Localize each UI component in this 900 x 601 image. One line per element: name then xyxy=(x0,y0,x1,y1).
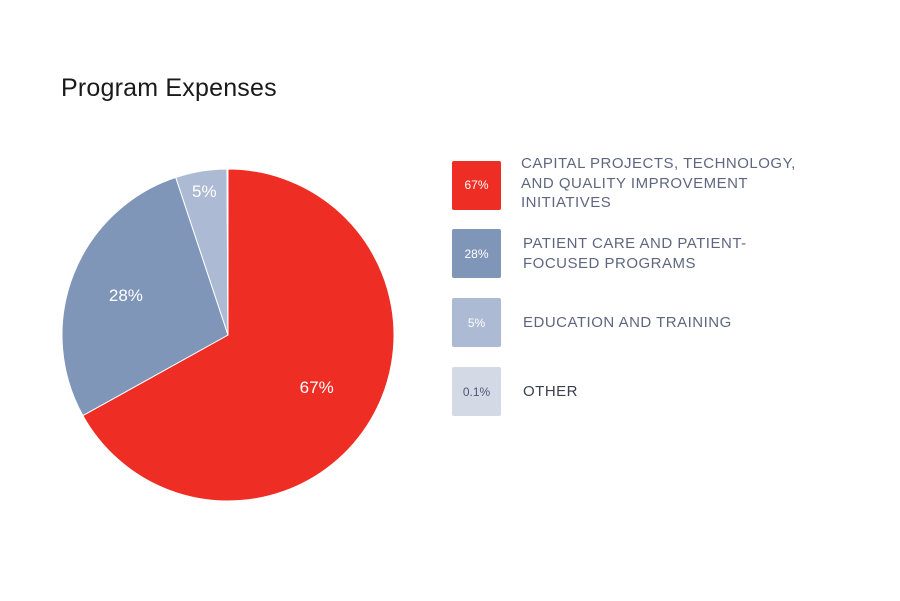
slice-label-capital-projects: 67% xyxy=(300,378,334,397)
slice-capital-projects xyxy=(82,168,395,502)
legend-label: OTHER xyxy=(523,382,578,400)
slice-other xyxy=(226,168,229,336)
legend-label: PATIENT CARE AND PATIENT-FOCUSED PROGRAM… xyxy=(523,235,747,272)
slice-patient-care xyxy=(61,176,229,417)
legend-item-capital-projects: 67% CAPITAL PROJECTS, TECHNOLOGY, AND QU… xyxy=(452,155,821,213)
slice-label-education: 5% xyxy=(192,182,217,201)
legend-item-patient-care: 28% PATIENT CARE AND PATIENT-FOCUSED PRO… xyxy=(452,229,783,278)
legend-label: CAPITAL PROJECTS, TECHNOLOGY, AND QUALIT… xyxy=(521,155,796,211)
chart-title: Program Expenses xyxy=(61,74,277,102)
slice-label-patient-care: 28% xyxy=(109,286,143,305)
legend-swatch: 5% xyxy=(452,298,501,347)
legend-swatch: 67% xyxy=(452,160,501,210)
legend-item-other: 0.1% OTHER xyxy=(452,367,823,416)
legend-item-education: 5% EDUCATION AND TRAINING xyxy=(452,298,823,347)
legend-swatch: 0.1% xyxy=(452,367,501,416)
legend-swatch: 28% xyxy=(452,229,501,278)
legend-label: EDUCATION AND TRAINING xyxy=(523,313,732,331)
